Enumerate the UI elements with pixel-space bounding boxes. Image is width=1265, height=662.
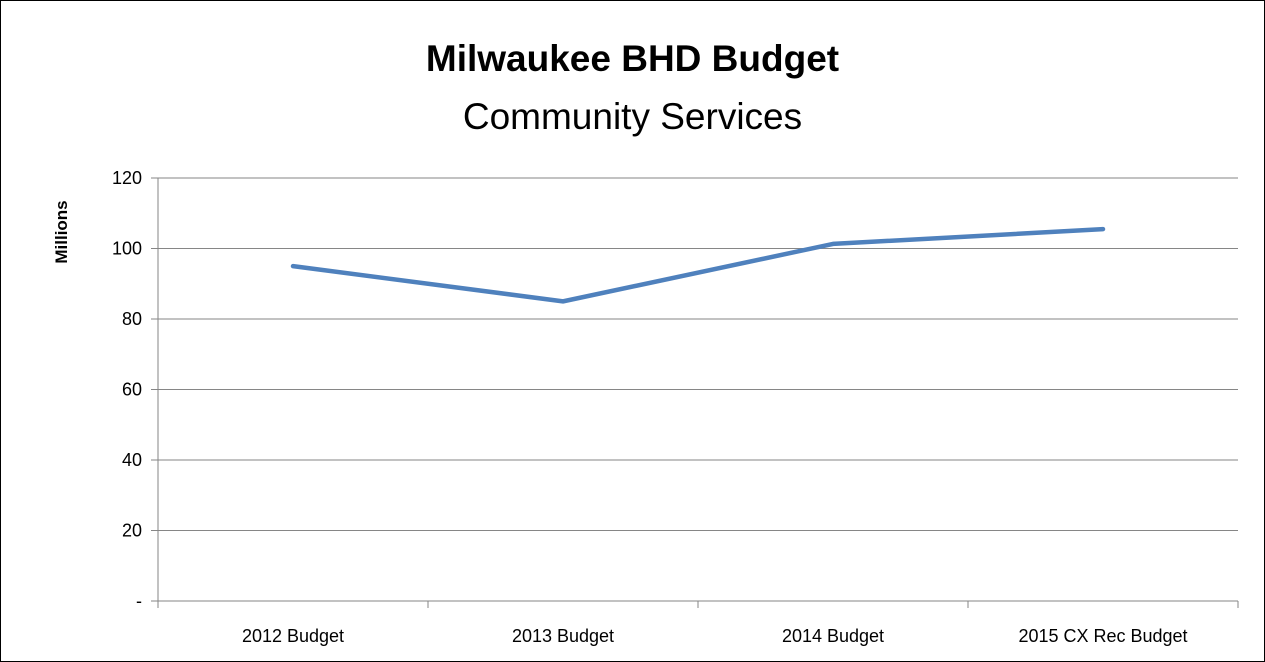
- x-tick-label: 2012 Budget: [242, 626, 344, 646]
- y-axis-title: Millions: [52, 200, 71, 263]
- y-tick-label: 60: [122, 380, 142, 400]
- y-tick-label: 100: [112, 239, 142, 259]
- gridlines: [158, 177, 1238, 531]
- series-line-0: [290, 226, 1106, 304]
- series-layer: [290, 226, 1106, 304]
- x-tick-label: 2013 Budget: [512, 626, 614, 646]
- chart-title: Milwaukee BHD Budget: [425, 38, 840, 79]
- y-tick-label: 40: [122, 450, 142, 470]
- y-tick-label: 20: [122, 521, 142, 541]
- x-tick-label: 2015 CX Rec Budget: [1018, 626, 1187, 646]
- x-tick-label: 2014 Budget: [782, 626, 884, 646]
- y-tick-label: 120: [112, 168, 142, 188]
- chart-subtitle: Community Services: [462, 96, 803, 137]
- y-tick-label: -: [136, 591, 142, 611]
- axes: [151, 177, 1239, 608]
- tick-labels: - 20 40 60 80 100 120 2012 Budget 2013 Budget 201…: [112, 168, 1188, 646]
- y-tick-label: 80: [122, 309, 142, 329]
